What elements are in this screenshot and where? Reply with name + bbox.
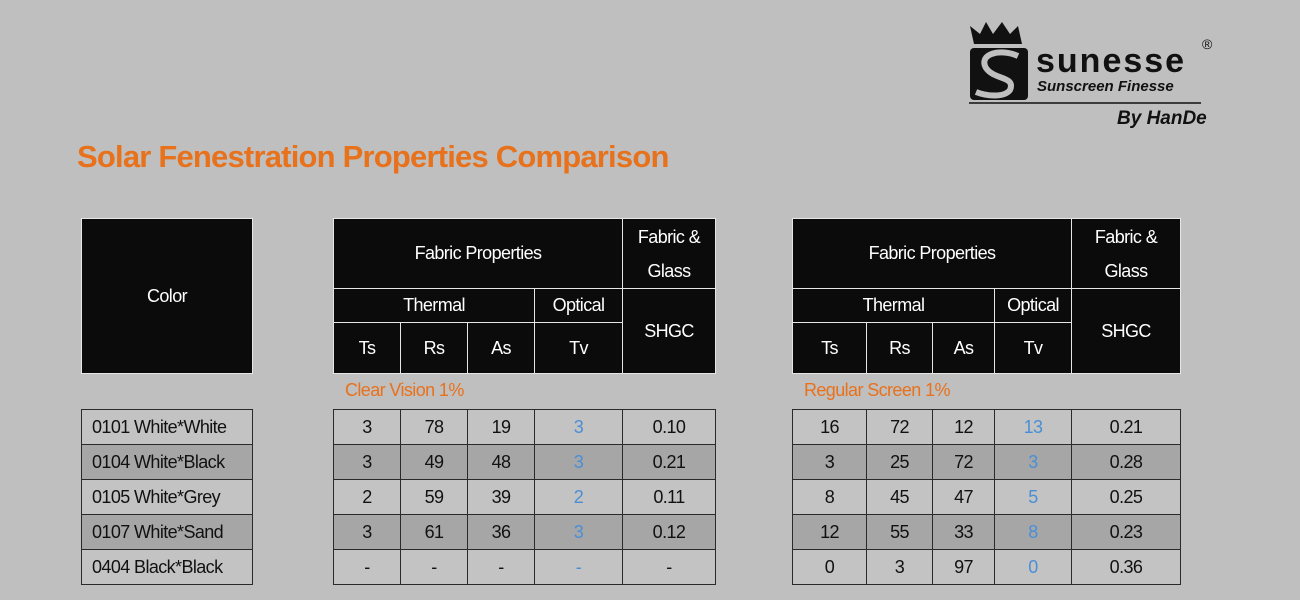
thermal-header: Thermal: [333, 288, 535, 323]
logo-registered: ®: [1202, 36, 1213, 52]
data-cell: 3: [534, 409, 623, 445]
data-cell: 72: [932, 444, 995, 480]
data-cell: 0: [994, 549, 1072, 585]
data-cell: 0.12: [622, 514, 716, 550]
data-cell: 3: [333, 444, 401, 480]
column-header: Rs: [866, 322, 933, 374]
group-header: Fabric Properties: [792, 218, 1072, 289]
logo-crown: [970, 22, 1022, 44]
data-cell: 97: [932, 549, 995, 585]
optical-header: Optical: [534, 288, 623, 323]
data-cell: 12: [932, 409, 995, 445]
combined-header: Fabric & Glass: [622, 218, 716, 289]
data-cell: 72: [866, 409, 933, 445]
data-cell: 16: [792, 409, 867, 445]
data-cell: 0.10: [622, 409, 716, 445]
data-cell: 45: [866, 479, 933, 515]
data-cell: 0.23: [1071, 514, 1181, 550]
column-header: Ts: [333, 322, 401, 374]
group-header: Fabric Properties: [333, 218, 623, 289]
data-cell: -: [534, 549, 623, 585]
data-cell: 3: [994, 444, 1072, 480]
data-cell: 0.11: [622, 479, 716, 515]
data-cell: 61: [400, 514, 468, 550]
column-header: SHGC: [622, 288, 716, 374]
column-header: Tv: [994, 322, 1072, 374]
logo-s: [974, 49, 1020, 99]
data-cell: 0.21: [622, 444, 716, 480]
data-cell: -: [622, 549, 716, 585]
data-cell: 8: [792, 479, 867, 515]
data-cell: 49: [400, 444, 468, 480]
logo-tagline: Sunscreen Finesse: [1037, 78, 1174, 95]
page-title: Solar Fenestration Properties Comparison: [77, 139, 669, 174]
data-cell: 3: [866, 549, 933, 585]
logo-brand: sunesse: [1036, 42, 1187, 80]
logo-byline: By HanDe: [1117, 108, 1207, 129]
data-cell: 2: [534, 479, 623, 515]
data-cell: 25: [866, 444, 933, 480]
data-cell: 3: [534, 514, 623, 550]
data-cell: 3: [333, 514, 401, 550]
data-cell: 5: [994, 479, 1072, 515]
data-cell: 78: [400, 409, 468, 445]
data-cell: 13: [994, 409, 1072, 445]
color-name: 0107 White*Sand: [81, 514, 253, 550]
data-cell: 48: [467, 444, 535, 480]
column-header: SHGC: [1071, 288, 1181, 374]
data-cell: 36: [467, 514, 535, 550]
color-header: Color: [81, 218, 253, 374]
data-cell: 55: [866, 514, 933, 550]
section-label: Clear Vision 1%: [345, 380, 464, 400]
data-cell: 0.25: [1071, 479, 1181, 515]
logo: [969, 22, 1201, 104]
column-header: Tv: [534, 322, 623, 374]
data-cell: 33: [932, 514, 995, 550]
column-header: Ts: [792, 322, 867, 374]
data-cell: 39: [467, 479, 535, 515]
data-cell: 3: [534, 444, 623, 480]
data-cell: 59: [400, 479, 468, 515]
color-name: 0104 White*Black: [81, 444, 253, 480]
data-cell: -: [400, 549, 468, 585]
color-name: 0404 Black*Black: [81, 549, 253, 585]
thermal-header: Thermal: [792, 288, 995, 323]
data-cell: 3: [333, 409, 401, 445]
data-cell: 12: [792, 514, 867, 550]
data-cell: -: [333, 549, 401, 585]
data-cell: 3: [792, 444, 867, 480]
data-cell: 0: [792, 549, 867, 585]
column-header: As: [467, 322, 535, 374]
data-cell: -: [467, 549, 535, 585]
data-cell: 8: [994, 514, 1072, 550]
color-name: 0101 White*White: [81, 409, 253, 445]
section-label: Regular Screen 1%: [804, 380, 950, 400]
optical-header: Optical: [994, 288, 1072, 323]
data-cell: 2: [333, 479, 401, 515]
data-cell: 0.28: [1071, 444, 1181, 480]
data-cell: 19: [467, 409, 535, 445]
data-cell: 0.21: [1071, 409, 1181, 445]
column-header: Rs: [400, 322, 468, 374]
data-cell: 0.36: [1071, 549, 1181, 585]
column-header: As: [932, 322, 995, 374]
data-cell: 47: [932, 479, 995, 515]
color-name: 0105 White*Grey: [81, 479, 253, 515]
combined-header: Fabric & Glass: [1071, 218, 1181, 289]
